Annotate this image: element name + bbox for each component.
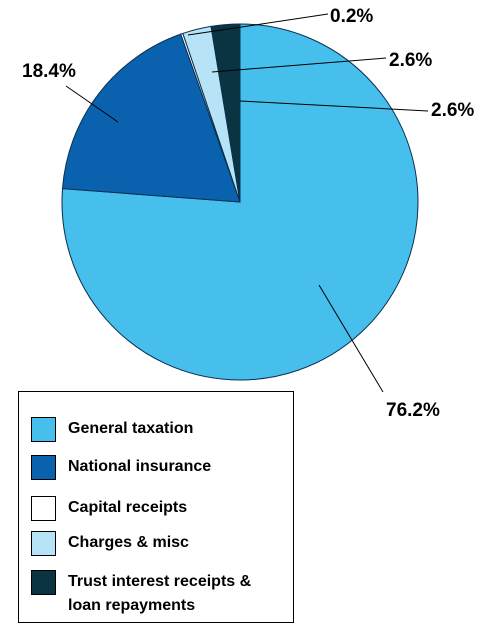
legend-label-line2: loan repayments	[68, 597, 196, 614]
leader-line-0	[318, 284, 384, 393]
legend-label: National insurance	[68, 458, 212, 475]
leader-line-4	[239, 100, 429, 112]
pie-slice-general-taxation	[61, 23, 419, 381]
leader-line-1	[65, 85, 119, 123]
legend-label: Trust interest receipts &	[68, 573, 252, 590]
legend: General taxation National insurance Capi…	[18, 391, 294, 623]
slice-label-charges-misc: 2.6%	[389, 50, 432, 71]
leader-line-3	[211, 57, 387, 73]
slice-label-general-taxation: 76.2%	[386, 400, 440, 421]
leader-line-2	[187, 13, 329, 36]
legend-item-charges-misc: Charges & misc	[31, 531, 189, 556]
slice-label-capital-receipts: 0.2%	[330, 6, 373, 27]
legend-item-trust-interest: Trust interest receipts & loan repayment…	[31, 570, 251, 618]
legend-label: General taxation	[68, 420, 194, 437]
legend-item-capital-receipts: Capital receipts	[31, 496, 187, 521]
legend-label: Charges & misc	[68, 534, 189, 551]
legend-swatch-general-taxation	[31, 417, 56, 442]
pie-slice-trust-interest-receipts-loan-repayments	[210, 23, 241, 203]
legend-swatch-charges-misc	[31, 531, 56, 556]
legend-swatch-trust-interest	[31, 570, 56, 595]
legend-swatch-national-insurance	[31, 455, 56, 480]
legend-swatch-capital-receipts	[31, 496, 56, 521]
legend-item-national-insurance: National insurance	[31, 455, 211, 480]
legend-label: Capital receipts	[68, 499, 188, 516]
legend-item-general-taxation: General taxation	[31, 417, 193, 442]
pie-slice-national-insurance	[61, 33, 241, 203]
slice-label-trust-interest: 2.6%	[431, 100, 474, 121]
slice-label-national-insurance: 18.4%	[22, 61, 76, 82]
